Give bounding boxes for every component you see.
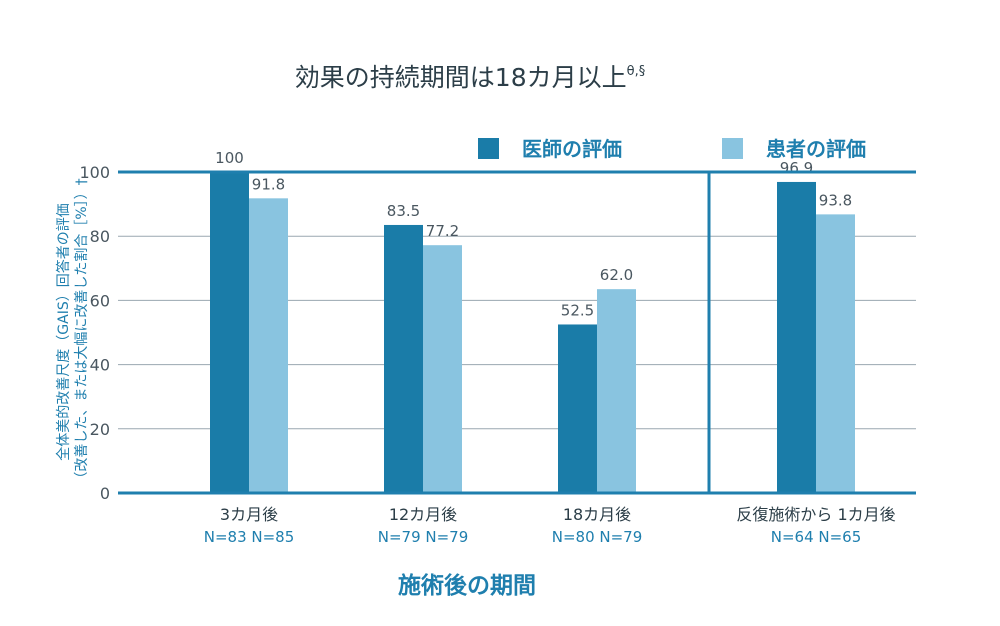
y-tick-label: 40 bbox=[90, 356, 110, 375]
legend-label: 患者の評価 bbox=[766, 137, 866, 161]
bars bbox=[210, 172, 855, 494]
y-tick-label: 0 bbox=[100, 484, 110, 503]
bar-physician bbox=[558, 324, 597, 493]
y-axis-label-line2: （改善した、または大幅に改善した割合［%］）† bbox=[73, 178, 90, 485]
x-axis-label: 施術後の期間 bbox=[398, 572, 536, 599]
data-label: 100 bbox=[215, 149, 244, 167]
legend: 医師の評価 患者の評価 bbox=[478, 137, 866, 161]
x-tick-sample-size: N=79 N=79 bbox=[378, 528, 469, 546]
legend-swatch bbox=[478, 138, 499, 159]
y-tick-label: 80 bbox=[90, 227, 110, 246]
x-tick-label: 反復施術から 1カ月後 bbox=[736, 505, 895, 524]
x-tick-label: 12カ月後 bbox=[389, 505, 457, 524]
y-tick-labels: 0 20 40 60 80 100 bbox=[79, 163, 110, 503]
x-tick-sample-size: N=83 N=85 bbox=[204, 528, 295, 546]
x-tick-label: 18カ月後 bbox=[563, 505, 631, 524]
data-label: 62.0 bbox=[600, 266, 633, 284]
bar-physician bbox=[777, 181, 816, 494]
data-label: 52.5 bbox=[561, 301, 594, 319]
y-tick-label: 100 bbox=[79, 163, 110, 182]
bar-patient bbox=[423, 245, 462, 493]
bar-patient bbox=[816, 214, 855, 493]
y-tick-label: 20 bbox=[90, 420, 110, 439]
y-tick-label: 60 bbox=[90, 291, 110, 310]
legend-swatch bbox=[722, 138, 743, 159]
data-label: 83.5 bbox=[387, 202, 420, 220]
bar-physician bbox=[210, 172, 249, 493]
x-tick-sample-size: N=64 N=65 bbox=[771, 528, 862, 546]
x-tick-labels: 3カ月後 N=83 N=85 12カ月後 N=79 N=79 18カ月後 N=80 N=7… bbox=[204, 505, 896, 546]
data-label: 77.2 bbox=[426, 222, 459, 240]
data-label: 91.8 bbox=[252, 175, 285, 193]
x-tick-label: 3カ月後 bbox=[220, 505, 278, 524]
data-label: 93.8 bbox=[819, 191, 852, 209]
data-label: 96.9 bbox=[780, 159, 813, 177]
legend-label: 医師の評価 bbox=[522, 137, 622, 161]
y-axis-label: 全体美的改善尺度（GAIS）回答者の評価 （改善した、または大幅に改善した割合［… bbox=[55, 178, 90, 485]
axes bbox=[118, 170, 916, 495]
bar-patient bbox=[249, 198, 288, 493]
y-axis-label-line1: 全体美的改善尺度（GAIS）回答者の評価 bbox=[55, 203, 72, 460]
x-tick-sample-size: N=80 N=79 bbox=[552, 528, 643, 546]
bar-patient bbox=[597, 289, 636, 493]
chart-title: 効果の持続期間は18カ月以上θ,§ bbox=[295, 63, 645, 92]
bar-physician bbox=[384, 224, 423, 493]
value-labels: 100 91.8 83.5 77.2 52.5 62.0 96.9 93.8 bbox=[215, 149, 852, 319]
